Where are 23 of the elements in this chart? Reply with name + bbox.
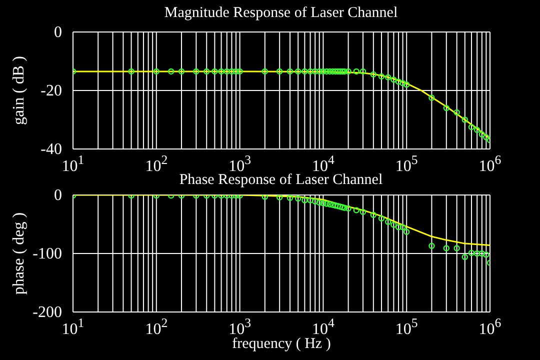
x-tick-label: 10$^{1}$ — [62, 316, 84, 338]
y-axis-title: gain ( dB ) — [10, 56, 28, 125]
x-tick-label: 10$^{2}$ — [145, 316, 168, 338]
x-tick-label: 10$^{3}$ — [228, 153, 252, 175]
y-tick-label: 0 — [54, 24, 62, 41]
x-tick-label: 10$^{1}$ — [62, 153, 84, 175]
y-tick-label: -20 — [40, 82, 62, 100]
x-tick-label: 10$^{5}$ — [395, 316, 418, 338]
x-tick-label: 10$^{4}$ — [312, 153, 335, 175]
chart-title: Phase Response of Laser Channel — [179, 172, 383, 188]
x-tick-label: 10$^{5}$ — [395, 153, 418, 175]
y-tick-label: -40 — [40, 141, 62, 158]
x-tick-label: 10$^{3}$ — [228, 316, 252, 338]
y-tick-label: -100 — [32, 246, 62, 262]
x-tick-label: 10$^{4}$ — [312, 316, 335, 338]
x-tick-label: 10$^{6}$ — [478, 153, 502, 175]
chart-title: Magnitude Response of Laser Channel — [163, 4, 399, 22]
x-tick-label: 10$^{6}$ — [478, 316, 502, 338]
y-tick-label: 0 — [54, 187, 62, 204]
y-axis-title: phase ( deg ) — [10, 212, 28, 295]
x-axis-title: frequency ( Hz ) — [232, 336, 331, 352]
y-tick-label: -200 — [32, 304, 62, 321]
x-tick-label: 10$^{2}$ — [145, 153, 168, 175]
